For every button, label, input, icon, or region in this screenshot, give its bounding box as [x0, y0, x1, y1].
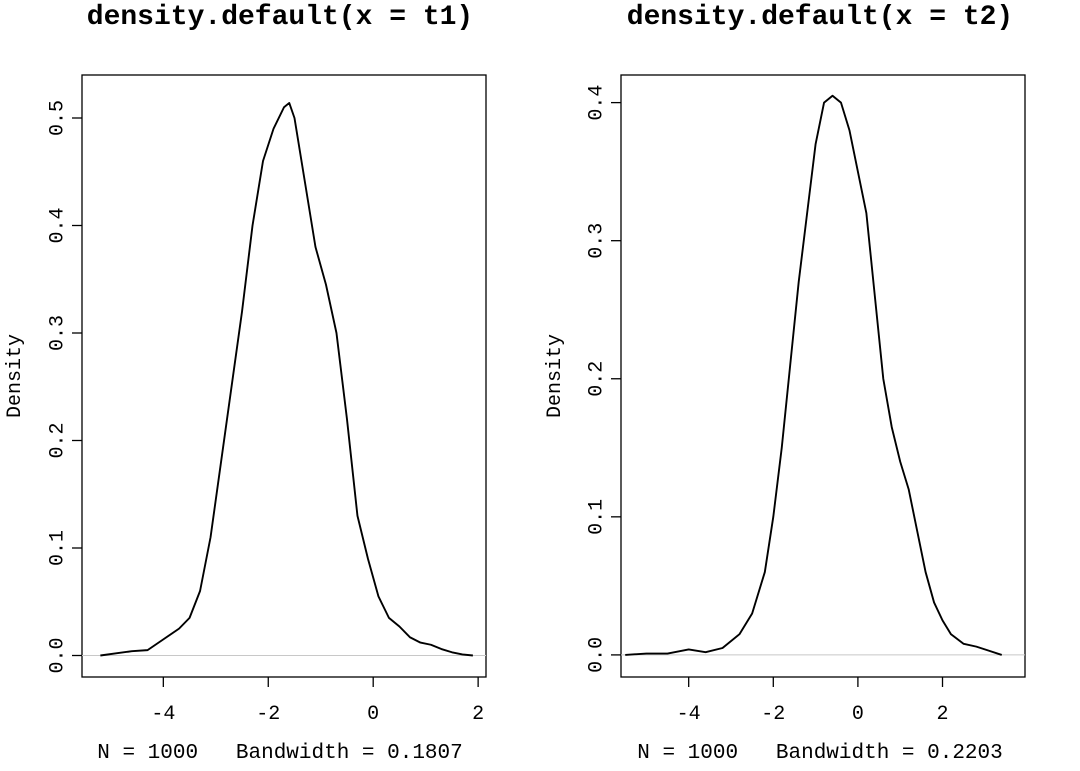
panel-1-y-tick-label: 0.1: [47, 530, 70, 566]
panel-2-y-tick-label: 0.1: [586, 499, 609, 535]
panel-1-x-tick-label: -2: [256, 703, 280, 726]
panel-2-title: density.default(x = t2): [627, 2, 1013, 33]
panel-2-y-tick-label: 0.4: [586, 85, 609, 121]
panel-1: density.default(x = t1) Density N = 1000…: [4, 2, 487, 765]
panel-2-y-tick-label: 0.0: [586, 637, 609, 673]
panel-2-subtitle: N = 1000 Bandwidth = 0.2203: [637, 742, 1002, 765]
panel-2: density.default(x = t2) Density N = 1000…: [544, 2, 1026, 765]
panel-2-y-axis-label: Density: [544, 334, 567, 418]
panel-2-x-tick-label: 0: [852, 703, 864, 726]
panel-1-x-tick-label: 0: [367, 703, 379, 726]
panel-2-density-curve: [625, 94, 1003, 656]
panel-2-x-tick-label: -4: [677, 703, 701, 726]
panel-2-x-tick-label: 2: [937, 703, 949, 726]
panel-1-y-tick-label: 0.5: [47, 100, 70, 136]
panel-1-y-tick-label: 0.0: [47, 637, 70, 673]
panel-2-y-tick-label: 0.3: [586, 223, 609, 259]
panel-1-subtitle: N = 1000 Bandwidth = 0.1807: [97, 742, 462, 765]
panel-1-x-tick-label: 2: [472, 703, 484, 726]
panel-2-y-tick-label: 0.2: [586, 361, 609, 397]
panel-1-x-tick-label: -4: [151, 703, 175, 726]
panel-1-density-curve: [100, 101, 473, 657]
panel-1-plot-frame: [81, 74, 487, 678]
panel-1-y-axis-label: Density: [4, 334, 27, 418]
panel-2-x-tick-label: -2: [761, 703, 785, 726]
panel-1-title: density.default(x = t1): [87, 2, 473, 33]
panel-1-y-tick-label: 0.3: [47, 315, 70, 351]
panel-1-y-tick-label: 0.2: [47, 422, 70, 458]
panel-1-y-tick-label: 0.4: [47, 207, 70, 243]
panel-2-plot-frame: [620, 74, 1026, 678]
